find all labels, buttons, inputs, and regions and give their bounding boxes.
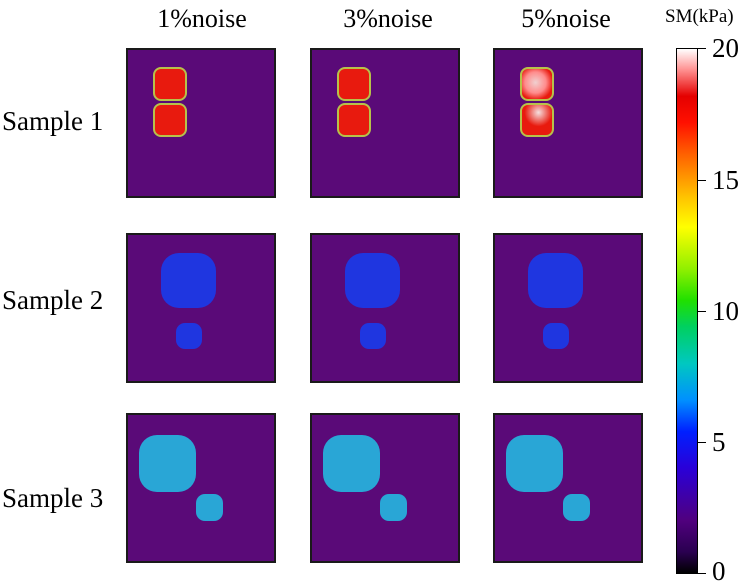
inclusion-bottom <box>153 103 187 137</box>
col-title-1: 1%noise <box>157 4 247 33</box>
inclusion-bottom <box>520 103 554 137</box>
panel-sample3-3pct <box>310 413 460 563</box>
col-title-2: 3%noise <box>343 4 433 33</box>
panel-sample3-1pct <box>126 413 276 563</box>
inclusion-small <box>176 323 202 349</box>
colorbar-title: SM(kPa) <box>665 6 734 27</box>
colorbar-label-0: 0 <box>712 556 726 586</box>
inclusion-top <box>520 67 554 101</box>
inclusion-bottom <box>337 103 371 137</box>
colorbar-label-15: 15 <box>712 165 739 195</box>
colorbar-label-20: 20 <box>712 33 739 63</box>
inclusion-large <box>506 435 563 492</box>
panel-sample2-1pct <box>126 233 276 383</box>
colorbar-tick-10 <box>697 311 706 312</box>
inclusion-large <box>345 253 400 308</box>
colorbar-tick-15 <box>697 180 706 181</box>
panel-sample1-3pct <box>310 48 460 198</box>
inclusion-large <box>528 253 583 308</box>
inclusion-small <box>563 494 590 521</box>
colorbar-label-10: 10 <box>712 296 739 326</box>
inclusion-top <box>153 67 187 101</box>
colorbar-tick-5 <box>697 442 706 443</box>
panel-sample1-1pct <box>126 48 276 198</box>
colorbar-label-5: 5 <box>712 427 726 457</box>
colorbar-tick-0 <box>697 573 706 574</box>
inclusion-large <box>161 253 216 308</box>
colorbar <box>676 48 698 574</box>
colorbar-tick-20 <box>697 48 706 49</box>
inclusion-small <box>380 494 407 521</box>
panel-sample2-3pct <box>310 233 460 383</box>
inclusion-large <box>139 435 196 492</box>
row-label-sample-3: Sample 3 <box>2 483 104 513</box>
inclusion-large <box>323 435 380 492</box>
inclusion-top <box>337 67 371 101</box>
col-title-3: 5%noise <box>521 4 611 33</box>
inclusion-small <box>360 323 386 349</box>
panel-sample3-5pct <box>493 413 643 563</box>
panel-sample2-5pct <box>493 233 643 383</box>
row-label-sample-2: Sample 2 <box>2 285 104 315</box>
panel-sample1-5pct <box>493 48 643 198</box>
row-label-sample-1: Sample 1 <box>2 106 104 136</box>
inclusion-small <box>543 323 569 349</box>
inclusion-small <box>196 494 223 521</box>
